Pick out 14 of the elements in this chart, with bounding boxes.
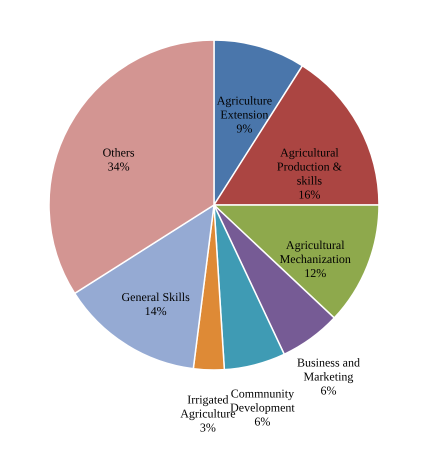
data-label: 3% [200,420,216,435]
slice-label: Others [102,146,135,160]
data-label: 6% [320,384,336,398]
data-label: 6% [254,414,270,429]
data-label: 14% [144,304,167,318]
slice-label: Agriculture Extension [216,93,272,122]
slice-label: Agricultural Production & skills [276,146,343,188]
data-label: 16% [298,188,320,202]
data-label: 12% [304,266,326,280]
data-label: 9% [236,121,252,136]
slice-label: Business and Marketing [296,356,360,384]
data-label: 34% [108,160,130,174]
slice-label: General Skills [121,290,190,304]
slice-label: Agricultural Mechanization [280,238,351,266]
